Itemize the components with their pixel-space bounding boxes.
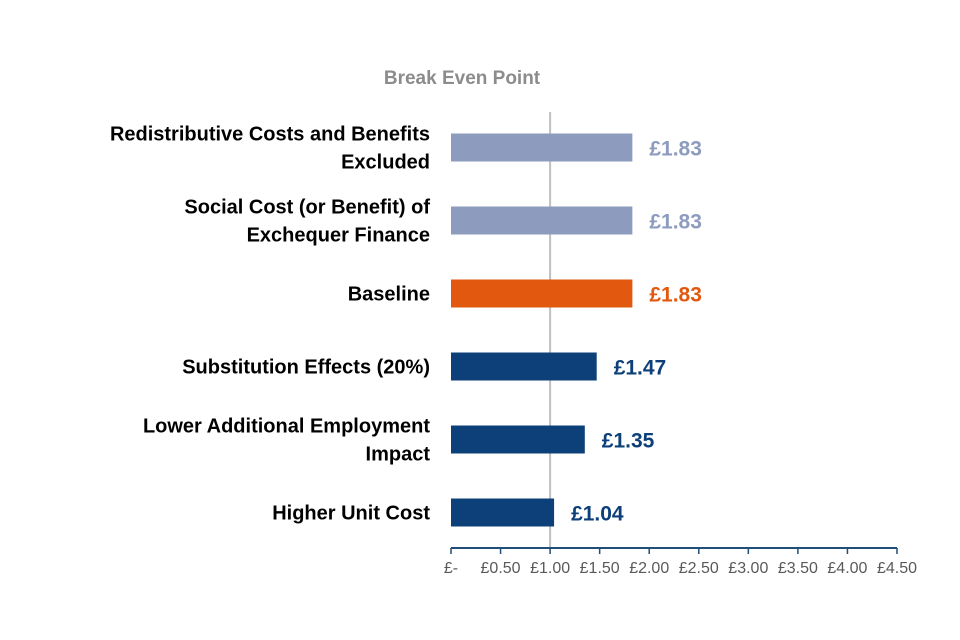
category-label: Substitution Effects (20%) [182, 357, 430, 379]
data-label: £1.04 [571, 503, 624, 526]
x-tick-label: £4.00 [827, 560, 867, 577]
data-label: £1.35 [602, 430, 655, 453]
category-label: Excluded [341, 152, 430, 174]
bar [451, 279, 633, 308]
x-tick-label: £4.50 [877, 560, 917, 577]
x-axis: £- £0.50 £1.00 £1.50 £2.00 £2.50 £3.00 £3.50 £4.… [444, 547, 917, 577]
data-label: £1.47 [614, 357, 667, 380]
category-labels: Redistributive Costs and Benefits Exclude… [110, 124, 430, 525]
category-label: Higher Unit Cost [272, 503, 430, 525]
data-label: £1.83 [649, 284, 702, 307]
x-tick-label: £3.00 [728, 560, 768, 577]
x-tick-label: £1.00 [530, 560, 570, 577]
break-even-reference: Break Even Point [384, 68, 552, 548]
value-labels: £1.83 £1.83 £1.83 £1.47 £1.35 £1.04 [571, 138, 702, 526]
category-label: Redistributive Costs and Benefits [110, 124, 430, 146]
bar [451, 206, 633, 235]
category-label: Lower Additional Employment [143, 416, 430, 438]
x-tick-label: £- [444, 560, 458, 577]
bar [451, 133, 633, 162]
break-even-label: Break Even Point [384, 68, 541, 89]
x-tick-label: £1.50 [580, 560, 620, 577]
bar [451, 352, 597, 381]
category-label: Social Cost (or Benefit) of [184, 197, 430, 219]
data-label: £1.83 [649, 138, 702, 161]
category-label: Baseline [348, 284, 430, 306]
x-tick-label: £2.00 [629, 560, 669, 577]
bars [451, 133, 633, 527]
data-label: £1.83 [649, 211, 702, 234]
x-tick-label: £2.50 [679, 560, 719, 577]
x-tick-label: £3.50 [778, 560, 818, 577]
bar [451, 498, 555, 527]
x-tick-label: £0.50 [481, 560, 521, 577]
bar [451, 425, 585, 454]
category-label: Impact [366, 444, 431, 466]
category-label: Exchequer Finance [247, 225, 430, 247]
